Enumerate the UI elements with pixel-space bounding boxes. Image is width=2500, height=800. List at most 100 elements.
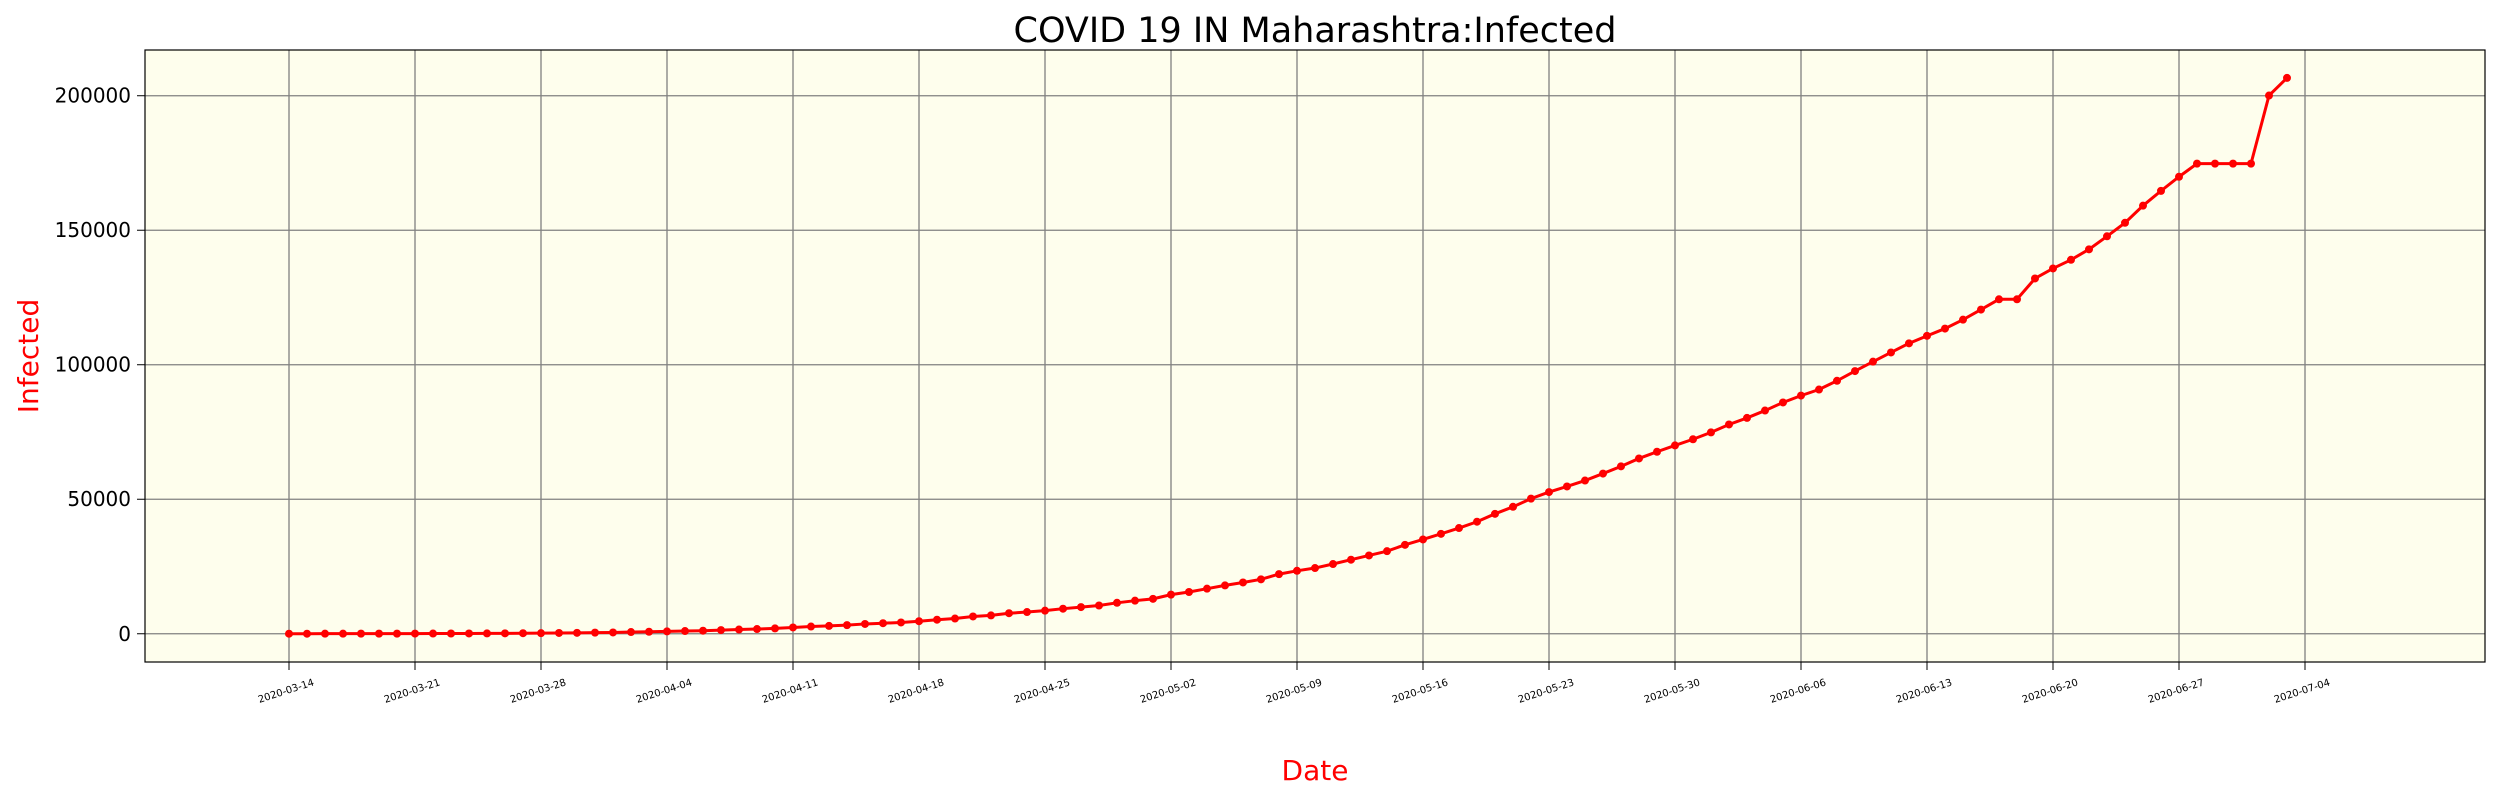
data-point (1455, 524, 1463, 533)
data-point (2157, 186, 2165, 195)
data-point (1167, 590, 1175, 599)
data-point (2085, 245, 2093, 254)
data-point (879, 619, 887, 628)
data-point (411, 629, 419, 638)
data-point (987, 611, 995, 620)
data-point (483, 629, 491, 638)
y-tick-label: 150000 (55, 218, 131, 242)
data-point (1509, 502, 1517, 511)
series-points (285, 73, 2291, 638)
data-point (573, 628, 581, 637)
x-tick-label: 2020-04-11 (761, 677, 820, 705)
data-point (969, 612, 977, 621)
y-tick-label: 100000 (55, 353, 131, 377)
data-point (897, 618, 905, 627)
data-point (771, 624, 779, 633)
data-point (1113, 598, 1121, 607)
data-point (1671, 441, 1679, 450)
data-point (1347, 555, 1355, 564)
data-point (2121, 218, 2129, 227)
data-point (1689, 435, 1697, 444)
data-point (1941, 324, 1949, 333)
y-axis-label: Infected (12, 299, 45, 413)
data-point (1419, 535, 1427, 544)
data-point (393, 629, 401, 638)
x-axis-label: Date (1282, 754, 1349, 787)
data-point (375, 629, 383, 638)
data-point (465, 629, 473, 638)
data-point (1779, 398, 1787, 407)
data-point (1221, 581, 1229, 590)
data-point (825, 621, 833, 630)
data-point (1545, 488, 1553, 497)
data-point (2211, 159, 2219, 168)
data-point (1707, 428, 1715, 437)
chart-title: COVID 19 IN Maharashtra:Infected (1014, 11, 1617, 51)
data-point (1635, 454, 1643, 463)
x-axis-ticks: 2020-03-14 2020-03-21 2020-03-28 2020-04-04… (257, 662, 2332, 706)
x-tick-label: 2020-05-30 (1643, 677, 1702, 705)
x-tick-label: 2020-04-04 (635, 677, 694, 705)
y-tick-label: 200000 (55, 84, 131, 108)
data-point (1041, 606, 1049, 615)
data-point (2265, 91, 2273, 100)
data-point (699, 626, 707, 635)
data-point (357, 629, 365, 638)
data-point (1329, 560, 1337, 569)
data-point (2067, 255, 2075, 264)
x-tick-label: 2020-04-25 (1013, 677, 1072, 705)
data-point (1581, 476, 1589, 485)
data-point (2229, 159, 2237, 168)
x-tick-label: 2020-03-21 (383, 677, 442, 705)
series-line-infected (288, 76, 2289, 636)
data-point (285, 629, 293, 638)
data-point (2247, 159, 2255, 168)
data-point (1203, 584, 1211, 593)
data-point (1401, 540, 1409, 549)
x-tick-label: 2020-03-14 (257, 677, 316, 705)
data-point (1365, 551, 1373, 560)
data-point (1491, 509, 1499, 518)
data-point (501, 629, 509, 638)
data-point (843, 621, 851, 630)
data-point (1149, 594, 1157, 603)
data-point (1005, 609, 1013, 618)
y-axis-ticks: 0 50000 100000 150000 200000 (55, 84, 145, 646)
data-point (1905, 339, 1913, 348)
data-point (1725, 420, 1733, 429)
x-tick-label: 2020-05-02 (1139, 677, 1198, 705)
data-point (591, 628, 599, 637)
data-point (1473, 517, 1481, 526)
data-point (1743, 413, 1751, 422)
data-point (1239, 578, 1247, 587)
data-point (2103, 232, 2111, 241)
x-tick-label: 2020-06-13 (1895, 677, 1954, 705)
data-point (303, 629, 311, 638)
data-point (2283, 73, 2291, 82)
data-point (1923, 331, 1931, 340)
data-point (1059, 604, 1067, 613)
x-tick-label: 2020-06-27 (2147, 677, 2206, 705)
data-point (1599, 469, 1607, 478)
data-point (429, 629, 437, 638)
data-point (1815, 385, 1823, 394)
data-point (609, 628, 617, 637)
x-tick-label: 2020-05-23 (1517, 677, 1576, 705)
data-point (2175, 172, 2183, 181)
data-point (951, 614, 959, 623)
data-point (1131, 596, 1139, 605)
plot-frame (144, 49, 2486, 663)
data-point (1077, 603, 1085, 612)
data-point (645, 627, 653, 636)
data-point (2049, 264, 2057, 273)
y-tick-label: 0 (118, 622, 131, 646)
data-point (807, 622, 815, 631)
data-point (1617, 462, 1625, 471)
x-tick-label: 2020-06-06 (1769, 677, 1828, 705)
data-point (1437, 529, 1445, 538)
data-point (1257, 575, 1265, 584)
data-point (1293, 566, 1301, 575)
x-tick-label: 2020-04-18 (887, 677, 946, 705)
x-tick-label: 2020-06-20 (2021, 677, 2080, 705)
